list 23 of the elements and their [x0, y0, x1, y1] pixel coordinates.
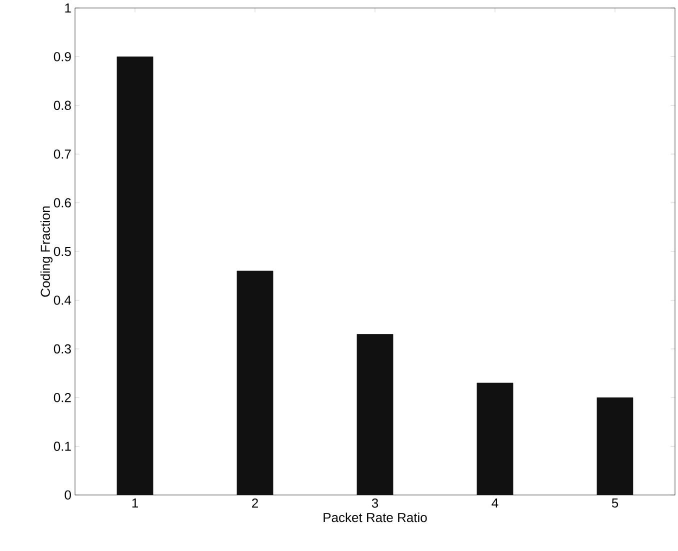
x-tick-label: 3	[372, 498, 378, 508]
y-tick-label: 0.4	[54, 296, 72, 305]
y-tick-label: 1	[65, 4, 71, 12]
bar	[236, 270, 274, 495]
y-tick-label: 0.2	[54, 392, 71, 402]
y-tick-label: 0.9	[54, 52, 71, 62]
bar	[116, 56, 154, 495]
y-tick-label: 0.7	[54, 149, 71, 159]
y-tick-label: 0	[64, 490, 71, 500]
bar	[356, 334, 394, 495]
bar	[476, 382, 514, 495]
y-axis-title: Coding Fraction	[40, 206, 53, 297]
x-tick-label: 2	[252, 498, 258, 508]
y-tick-label: 0.1	[54, 442, 71, 451]
x-tick-label: 4	[492, 498, 498, 508]
y-tick-label: 0.6	[54, 198, 71, 208]
bar	[596, 397, 634, 495]
x-tick-label: 5	[612, 498, 618, 508]
x-tick-label: 1	[132, 498, 138, 508]
y-tick-label: 0.3	[54, 344, 71, 354]
y-tick-label: 0.5	[54, 246, 71, 256]
x-axis-title: Packet Rate Ratio	[324, 512, 427, 522]
y-tick-label: 0.8	[54, 100, 71, 110]
